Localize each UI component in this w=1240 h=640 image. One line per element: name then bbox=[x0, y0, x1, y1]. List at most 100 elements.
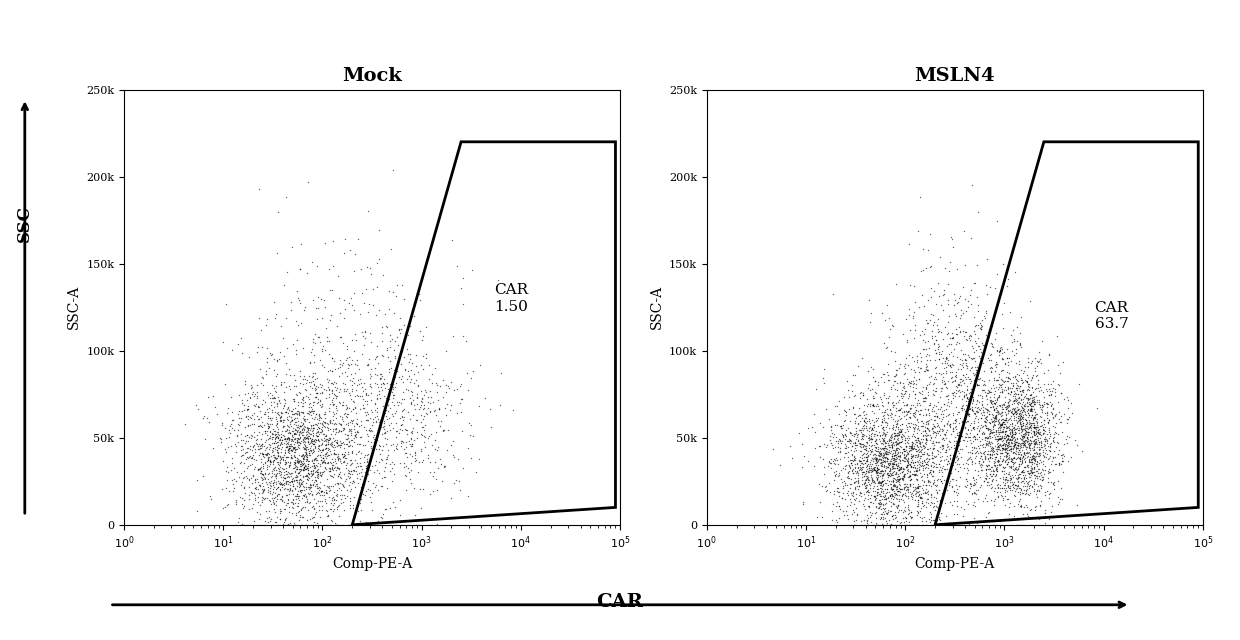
Point bbox=[885, 429, 905, 440]
Point bbox=[875, 452, 895, 463]
Point bbox=[839, 438, 859, 449]
Point bbox=[890, 463, 910, 474]
Point bbox=[357, 396, 377, 406]
Point bbox=[957, 454, 977, 465]
Point bbox=[286, 491, 306, 501]
Point bbox=[990, 429, 1009, 440]
Point bbox=[320, 365, 340, 376]
Point bbox=[882, 493, 901, 503]
Point bbox=[281, 453, 301, 463]
Point bbox=[919, 481, 939, 491]
Point bbox=[867, 488, 887, 498]
Point bbox=[998, 357, 1018, 367]
Point bbox=[852, 458, 872, 468]
Point bbox=[980, 409, 999, 419]
Point bbox=[337, 412, 357, 422]
Point bbox=[295, 447, 315, 457]
Point bbox=[858, 467, 878, 477]
Point bbox=[265, 461, 285, 472]
Point bbox=[968, 374, 988, 385]
Point bbox=[899, 446, 919, 456]
Point bbox=[242, 383, 262, 393]
Point bbox=[311, 452, 331, 462]
Point bbox=[942, 358, 962, 369]
Point bbox=[997, 426, 1017, 436]
Point bbox=[997, 432, 1017, 442]
Point bbox=[213, 456, 233, 467]
Point bbox=[866, 446, 885, 456]
Point bbox=[967, 365, 987, 375]
Point bbox=[900, 471, 920, 481]
Point bbox=[1014, 450, 1034, 460]
Point bbox=[343, 396, 363, 406]
Point bbox=[854, 406, 874, 416]
Point bbox=[967, 396, 987, 406]
Point bbox=[941, 468, 961, 478]
Point bbox=[1013, 440, 1033, 450]
Point bbox=[898, 418, 918, 428]
Point bbox=[1023, 422, 1043, 433]
Point bbox=[290, 433, 310, 443]
Point bbox=[962, 341, 982, 351]
Point bbox=[289, 422, 309, 433]
Point bbox=[260, 348, 280, 358]
Point bbox=[418, 397, 438, 407]
Point bbox=[342, 518, 362, 529]
Point bbox=[941, 347, 961, 357]
Point bbox=[1022, 397, 1042, 407]
Point bbox=[918, 487, 937, 497]
Point bbox=[931, 409, 951, 419]
Point bbox=[326, 424, 346, 435]
Point bbox=[874, 449, 894, 460]
Point bbox=[908, 442, 928, 452]
Point bbox=[936, 367, 956, 378]
Point bbox=[839, 435, 859, 445]
Point bbox=[936, 476, 956, 486]
Point bbox=[827, 486, 847, 496]
Point bbox=[858, 366, 878, 376]
Point bbox=[304, 397, 324, 407]
Point bbox=[370, 449, 389, 459]
Point bbox=[450, 406, 470, 417]
Point bbox=[1018, 412, 1038, 422]
Point bbox=[915, 439, 935, 449]
Point bbox=[1038, 454, 1058, 464]
Point bbox=[997, 475, 1017, 485]
Point bbox=[253, 449, 273, 459]
Point bbox=[918, 349, 937, 359]
Point bbox=[281, 467, 301, 477]
Point bbox=[923, 479, 942, 489]
Point bbox=[968, 402, 988, 412]
Point bbox=[867, 474, 887, 484]
Point bbox=[965, 413, 985, 423]
Point bbox=[930, 515, 950, 525]
Point bbox=[998, 442, 1018, 452]
Point bbox=[278, 471, 298, 481]
Point bbox=[441, 493, 461, 503]
Point bbox=[376, 428, 396, 438]
Point bbox=[993, 435, 1013, 445]
Point bbox=[961, 363, 981, 373]
Point bbox=[990, 409, 1009, 419]
Point bbox=[1033, 450, 1053, 460]
Point bbox=[405, 360, 425, 371]
Point bbox=[923, 423, 942, 433]
Point bbox=[316, 449, 336, 459]
Point bbox=[415, 385, 435, 395]
Point bbox=[869, 447, 889, 457]
Point bbox=[893, 444, 913, 454]
Point bbox=[858, 520, 878, 530]
Point bbox=[852, 431, 872, 441]
Point bbox=[340, 440, 360, 450]
Point bbox=[334, 424, 353, 434]
Point bbox=[1028, 468, 1048, 478]
Point bbox=[295, 432, 315, 442]
Point bbox=[926, 484, 946, 495]
Point bbox=[1059, 412, 1079, 422]
Point bbox=[843, 402, 863, 412]
Point bbox=[345, 426, 365, 436]
Point bbox=[856, 481, 875, 491]
Point bbox=[1039, 467, 1059, 477]
Point bbox=[319, 439, 339, 449]
Point bbox=[869, 454, 889, 465]
